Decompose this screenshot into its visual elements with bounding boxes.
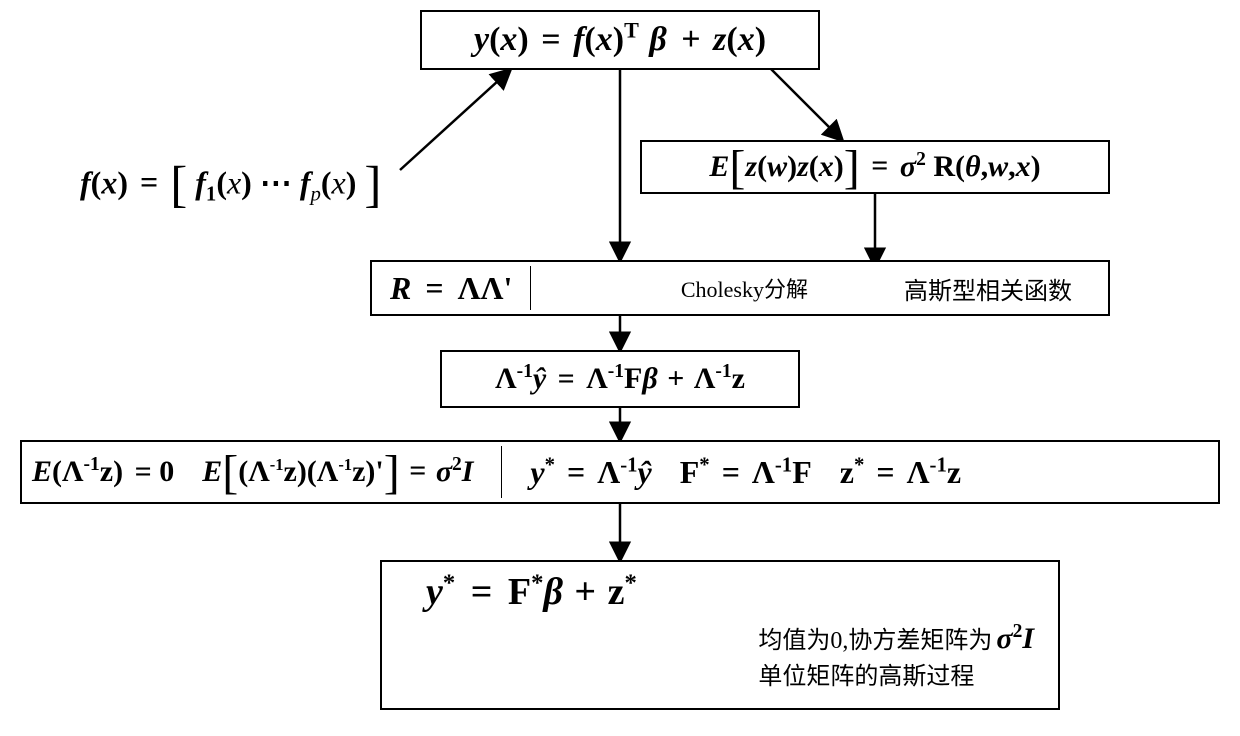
eq-E-Linv-z: E(Λ-1z) = 0	[32, 455, 174, 489]
eq-E-cov-Linv-z: E[(Λ-1z)(Λ-1z)'] = σ2I	[202, 445, 473, 500]
eq-ystar-def: y* = Λ-1ŷ	[530, 454, 651, 491]
eq-f-vector: f(x) = [ f1(x) ⋯ fp(x) ]	[80, 155, 381, 214]
box-definitions-row: E(Λ-1z) = 0 E[(Λ-1z)(Λ-1z)'] = σ2I y* = …	[20, 440, 1220, 504]
fvec-to-top	[400, 70, 510, 170]
eq-zstar-def: z* = Λ-1z	[840, 454, 961, 491]
box-covariance: E[z(w)z(x)] = σ2 R(θ,w,x)	[640, 140, 1110, 194]
eq-final: y* = F*β + z*	[396, 570, 637, 614]
eq-covariance: E[z(w)z(x)] = σ2 R(θ,w,x)	[709, 140, 1040, 195]
box-final-model: y* = F*β + z* 均值为0,协方差矩阵为 σ2I 单位矩阵的高斯过程	[380, 560, 1060, 710]
eq-main-model: y(x) = f(x)T β + z(x)	[474, 21, 766, 59]
eq-R-decomp: R = ΛΛ'	[390, 270, 512, 307]
label-gauss-corr: 高斯型相关函数	[904, 271, 1072, 306]
label-cholesky: Cholesky分解	[681, 272, 808, 304]
box-cholesky-row: R = ΛΛ' Cholesky分解 高斯型相关函数	[370, 260, 1110, 316]
box-main-model: y(x) = f(x)T β + z(x)	[420, 10, 820, 70]
annotation-gaussian-process: 均值为0,协方差矩阵为 σ2I 单位矩阵的高斯过程	[758, 620, 1044, 691]
eq-transformed: Λ-1ŷ = Λ-1Fβ + Λ-1z	[495, 362, 745, 396]
eq-Fstar-def: F* = Λ-1F	[680, 454, 812, 491]
top-to-cov	[770, 68, 842, 140]
box-transformed: Λ-1ŷ = Λ-1Fβ + Λ-1z	[440, 350, 800, 408]
